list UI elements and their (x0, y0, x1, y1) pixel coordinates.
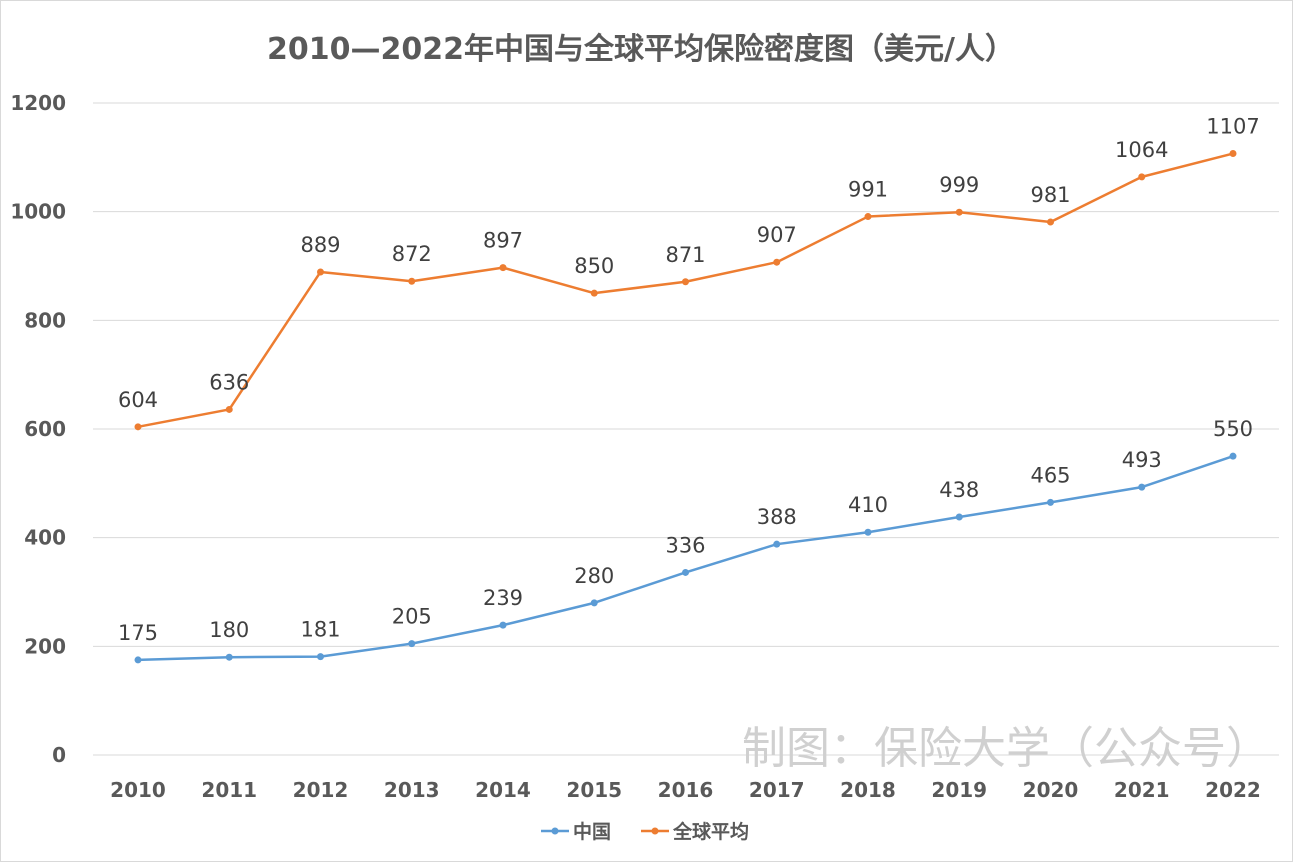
data-point (499, 621, 507, 629)
data-point (1047, 498, 1054, 506)
legend-label: 全球平均 (672, 820, 749, 843)
series-0: 175 180 181 205 239 280 336 388 410 438 465 493 550 (118, 417, 1253, 664)
data-point (864, 213, 872, 221)
data-point (955, 208, 963, 216)
data-label: 991 (848, 178, 888, 202)
data-label: 410 (848, 493, 888, 517)
data-label: 871 (665, 243, 705, 267)
data-point (1229, 150, 1237, 158)
x-tick-label: 2020 (1023, 778, 1079, 802)
data-label: 438 (939, 478, 979, 502)
x-tick-label: 2010 (110, 778, 166, 802)
data-label: 604 (118, 388, 158, 412)
data-point (225, 405, 233, 413)
x-tick-label: 2021 (1114, 778, 1170, 802)
y-tick-label: 400 (24, 526, 66, 550)
data-label: 465 (1030, 463, 1070, 487)
y-tick-label: 200 (24, 634, 66, 658)
data-point (955, 513, 963, 521)
y-tick-label: 1000 (10, 200, 66, 224)
data-point (317, 268, 324, 276)
x-tick-label: 2013 (384, 778, 440, 802)
data-label: 550 (1213, 417, 1253, 441)
data-point (682, 278, 689, 286)
y-tick-label: 600 (24, 417, 66, 441)
data-point (1138, 173, 1146, 181)
data-point (590, 289, 598, 297)
data-label: 180 (209, 618, 249, 642)
data-label: 1064 (1115, 138, 1168, 162)
data-point (1138, 483, 1146, 491)
data-point (1047, 218, 1054, 226)
watermark: 制图：保险大学（公众号） (742, 723, 1270, 774)
y-tick-label: 0 (52, 743, 66, 767)
chart-title: 2010—2022年中国与全球平均保险密度图（美元/人） (267, 32, 1015, 67)
data-label: 850 (574, 254, 614, 278)
data-point (773, 540, 781, 548)
data-label: 1107 (1206, 115, 1259, 139)
data-point (317, 653, 324, 661)
data-label: 239 (483, 586, 523, 610)
x-tick-label: 2012 (293, 778, 349, 802)
data-point (1229, 452, 1237, 460)
y-tick-label: 1200 (10, 91, 66, 115)
x-tick-label: 2015 (566, 778, 622, 802)
data-label: 175 (118, 621, 158, 645)
data-point (590, 599, 598, 607)
data-point (134, 423, 142, 431)
legend-marker-icon (551, 827, 559, 835)
data-label: 999 (939, 173, 979, 197)
legend-item: 中国 (541, 820, 611, 843)
data-label: 872 (392, 242, 432, 266)
data-point (408, 277, 416, 285)
x-tick-label: 2019 (931, 778, 987, 802)
data-label: 280 (574, 564, 614, 588)
data-point (499, 264, 507, 272)
x-tick-label: 2016 (658, 778, 714, 802)
series-1: 604 636 889 872 897 850 871 907 991 999 981 1064 110… (118, 115, 1260, 431)
data-point (682, 568, 689, 576)
y-tick-label: 800 (24, 308, 66, 332)
data-label: 181 (300, 618, 340, 642)
x-tick-label: 2014 (475, 778, 531, 802)
data-label: 388 (757, 505, 797, 529)
legend-item: 全球平均 (641, 820, 749, 843)
data-label: 897 (483, 229, 523, 253)
data-point (773, 258, 781, 266)
data-point (225, 653, 233, 661)
data-label: 981 (1030, 183, 1070, 207)
x-tick-label: 2018 (840, 778, 896, 802)
data-label: 336 (665, 533, 705, 557)
x-tick-label: 2022 (1205, 778, 1261, 802)
x-tick-label: 2017 (749, 778, 805, 802)
legend-label: 中国 (573, 820, 611, 843)
data-label: 636 (209, 370, 249, 394)
data-label: 205 (392, 605, 432, 629)
x-tick-label: 2011 (201, 778, 257, 802)
data-point (134, 656, 142, 664)
legend-marker-icon (651, 827, 659, 835)
data-label: 889 (300, 233, 340, 257)
data-point (408, 640, 416, 648)
data-label: 907 (757, 223, 797, 247)
data-label: 493 (1122, 448, 1162, 472)
data-point (864, 528, 872, 536)
